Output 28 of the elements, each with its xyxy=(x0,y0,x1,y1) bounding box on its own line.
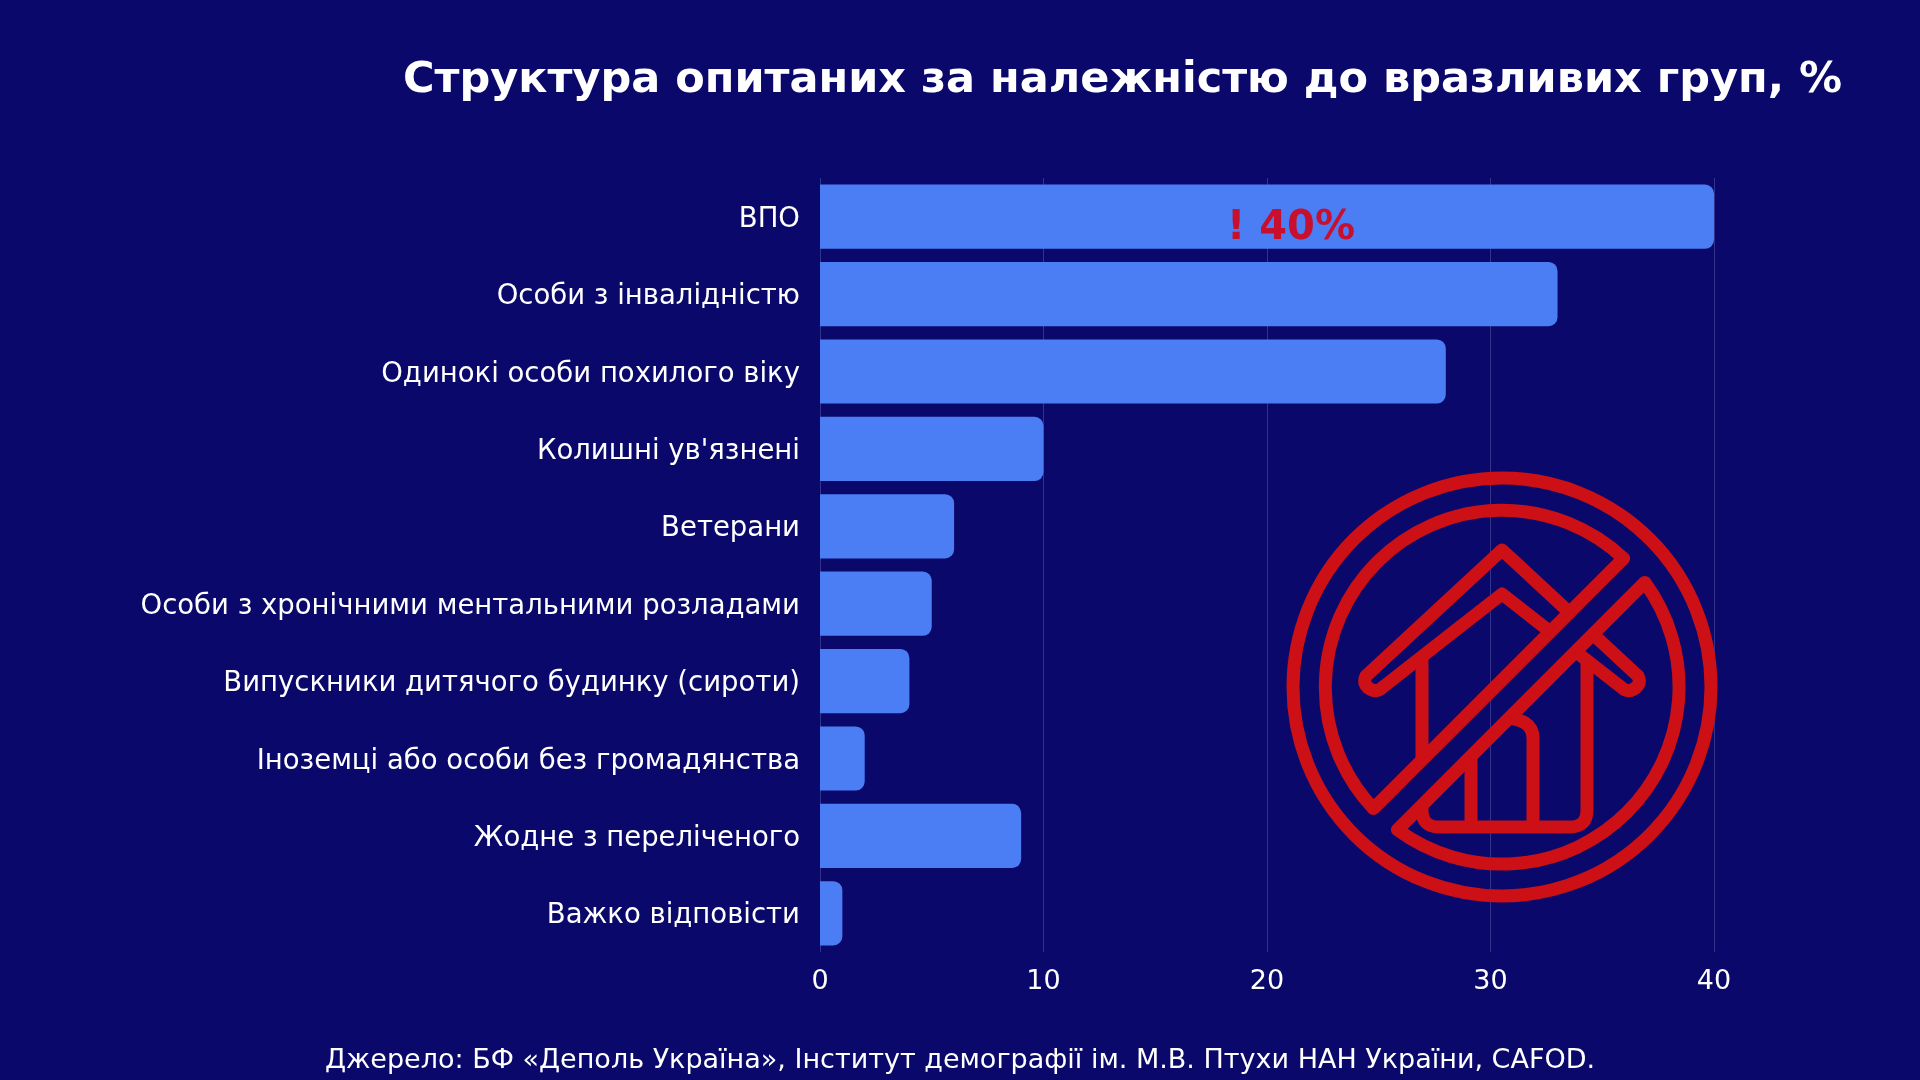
y-tick-label: Особи з інвалідністю xyxy=(496,278,800,311)
text: Джерело: БФ «Деполь Україна», Інститут демографії ім. М.В. Птухи НАН України, CAFOD. xyxy=(324,1043,1596,1074)
bar xyxy=(820,416,1044,482)
x-tick-label: 20 xyxy=(1249,964,1285,995)
y-tick-label: Випускники дитячого будинку (сироти) xyxy=(223,665,800,698)
bar xyxy=(820,648,910,714)
bar xyxy=(820,726,865,791)
x-tick-label: 10 xyxy=(1026,964,1061,995)
y-tick-label: ВПО xyxy=(738,200,800,233)
bar xyxy=(820,571,932,636)
bar xyxy=(820,339,1446,404)
chart-title: Структура опитаних за належністю до вразливих груп, % xyxy=(403,51,1843,102)
bar xyxy=(820,261,1558,327)
y-tick-label: Ветерани xyxy=(661,510,800,543)
bar xyxy=(820,494,955,559)
bar xyxy=(820,803,1022,869)
y-tick-label: Одинокі особи похилого віку xyxy=(381,355,800,388)
y-tick-label: Жодне з переліченого xyxy=(473,819,800,852)
y-tick-label: Важко відповісти xyxy=(546,897,800,930)
data-label: ! 40% xyxy=(1227,201,1355,248)
x-tick-label: 30 xyxy=(1473,964,1508,995)
bar xyxy=(820,184,1714,249)
y-tick-label: Особи з хронічними ментальними розладами xyxy=(140,587,800,620)
y-tick-label: Іноземці або особи без громадянства xyxy=(256,742,800,775)
x-tick-label: 40 xyxy=(1696,964,1732,995)
bar xyxy=(820,881,843,946)
y-tick-label: Колишні ув'язнені xyxy=(536,432,800,465)
x-tick-label: 0 xyxy=(811,964,829,995)
